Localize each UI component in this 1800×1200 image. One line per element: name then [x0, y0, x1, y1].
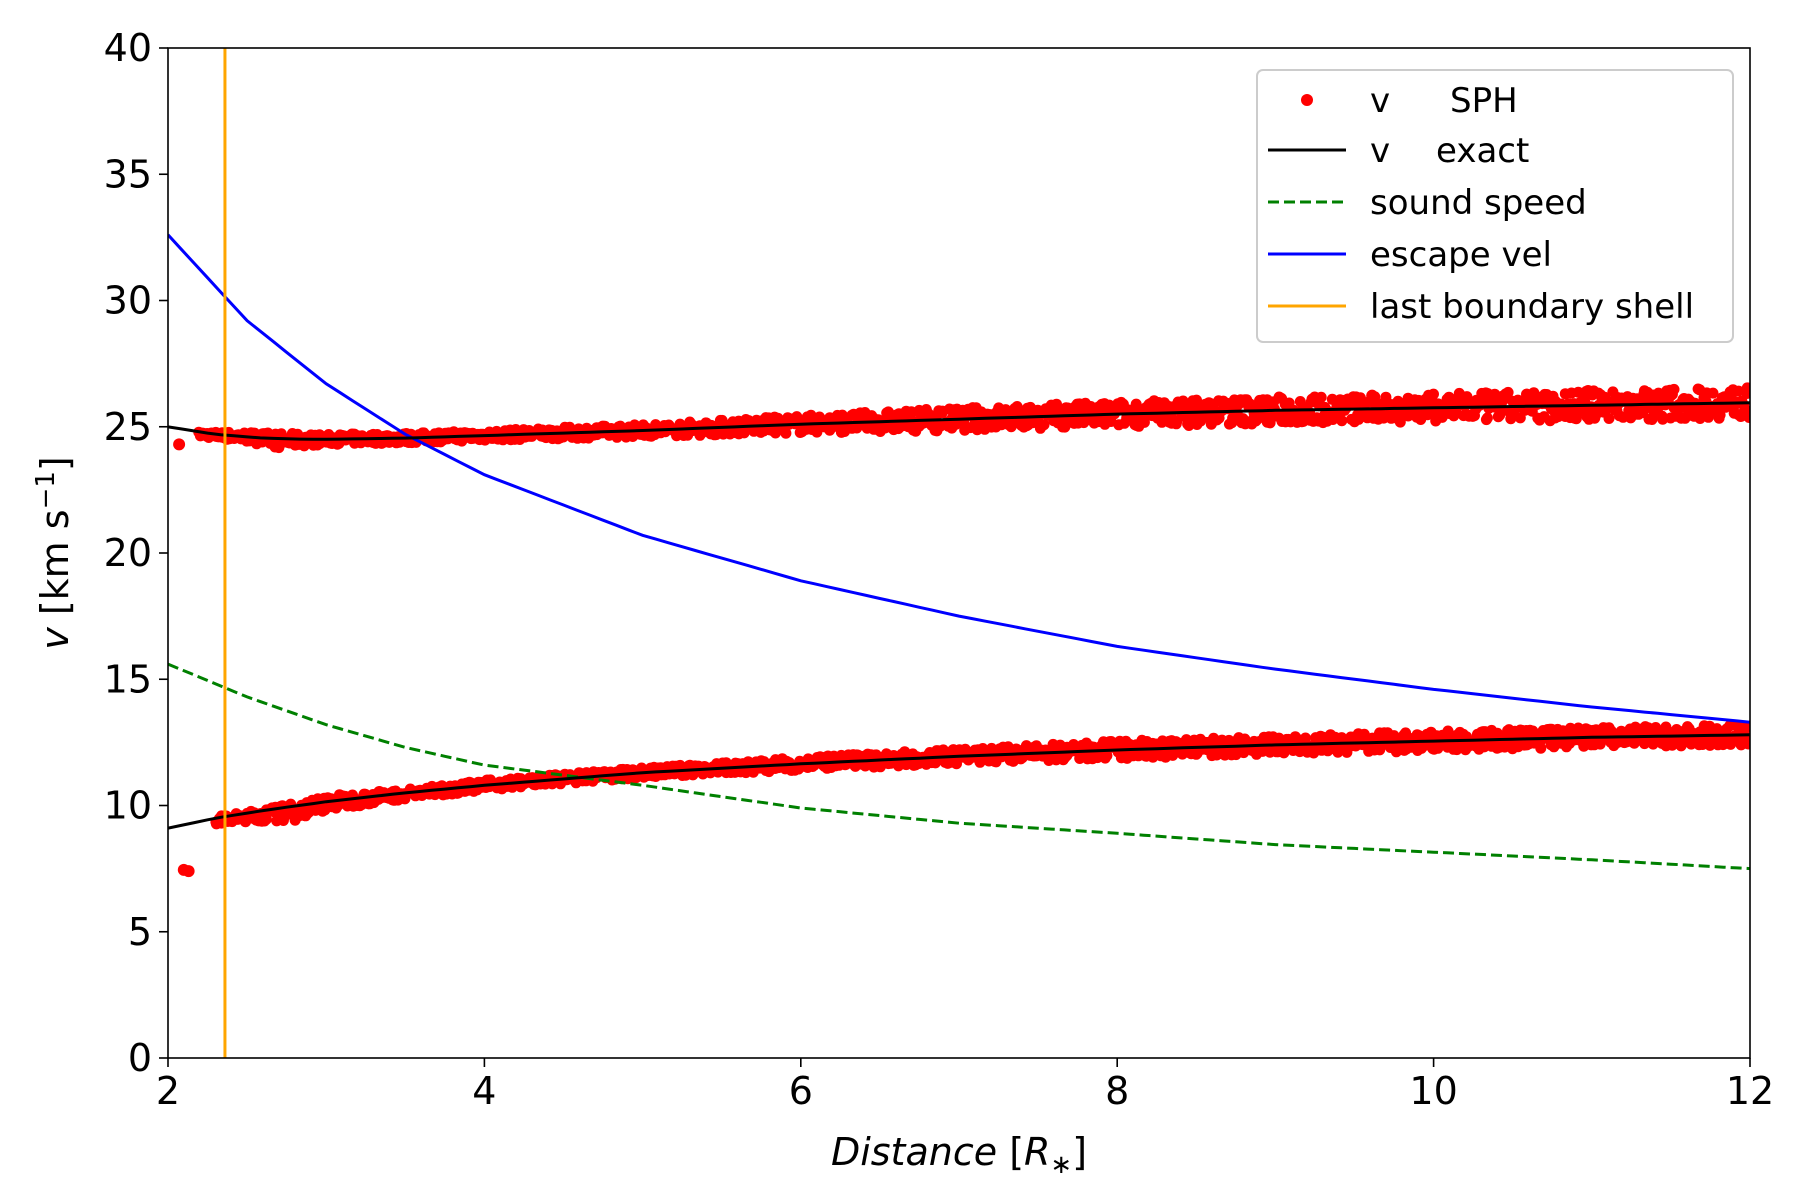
- y-tick-label: 5: [128, 910, 152, 954]
- sph-point: [1481, 412, 1493, 424]
- sph-point: [1570, 413, 1582, 425]
- legend-marker-sph: [1301, 94, 1313, 106]
- x-tick-label: 8: [1105, 1069, 1129, 1113]
- escape-vel-line: [168, 233, 1750, 724]
- y-tick-label: 40: [104, 26, 152, 70]
- axis-ticks: 2 4 6 8 10 12 0 5 10 15 20 25 30 35 40: [104, 26, 1775, 1113]
- v-exact-lower-line: [168, 733, 1750, 830]
- x-tick-label: 10: [1409, 1069, 1457, 1113]
- sph-point: [1742, 738, 1750, 750]
- x-axis-label-sub: ∗: [1050, 1150, 1072, 1180]
- legend-label-sph: SPH: [1450, 81, 1518, 121]
- sph-point: [260, 813, 272, 825]
- sph-point: [1502, 386, 1514, 398]
- sph-point: [1101, 750, 1113, 762]
- sph-point: [1138, 416, 1150, 428]
- y-tick-label: 20: [104, 531, 152, 575]
- y-tick-label: 15: [104, 657, 152, 701]
- sph-point: [1744, 721, 1750, 733]
- y-axis-label-close: ]: [33, 456, 77, 471]
- y-axis-label-main: v: [33, 627, 77, 650]
- y-axis-label-exp: −1: [31, 471, 61, 509]
- x-tick-label: 2: [156, 1069, 180, 1113]
- x-axis-label-open: [: [997, 1130, 1024, 1174]
- sph-point: [1300, 732, 1311, 744]
- sph-point: [1535, 742, 1547, 754]
- x-axis-label-close: ]: [1072, 1130, 1087, 1174]
- sph-point: [1745, 405, 1750, 417]
- plot-area: [168, 48, 1750, 1058]
- sph-point: [1733, 385, 1745, 397]
- y-tick-label: 35: [104, 152, 152, 196]
- legend-label-boundary: last boundary shell: [1370, 287, 1694, 327]
- x-tick-label: 4: [472, 1069, 496, 1113]
- x-axis-label-main: Distance: [831, 1130, 997, 1174]
- legend-label-sound: sound speed: [1370, 183, 1587, 223]
- sph-point: [177, 863, 190, 876]
- x-tick-label: 6: [789, 1069, 813, 1113]
- sph-point: [173, 438, 186, 451]
- legend-label-exact-v: v: [1370, 131, 1390, 171]
- sph-point: [780, 427, 792, 439]
- sph-point: [1007, 418, 1018, 430]
- sph-point: [1668, 383, 1680, 395]
- sph-point: [1741, 388, 1750, 399]
- legend-label-escape: escape vel: [1370, 235, 1552, 275]
- v-exact-upper-line: [168, 401, 1750, 441]
- x-axis-label: Distance [R∗]: [831, 1130, 1087, 1180]
- sph-point: [1038, 419, 1050, 431]
- y-tick-label: 10: [104, 784, 152, 828]
- y-axis-label: v [km s−1]: [31, 456, 77, 649]
- sph-point: [1707, 387, 1719, 399]
- sph-point: [1603, 413, 1615, 424]
- y-tick-label: 0: [128, 1036, 152, 1080]
- sph-point: [1315, 391, 1327, 403]
- sph-point: [1428, 388, 1439, 400]
- sph-point: [805, 409, 817, 421]
- y-tick-label: 25: [104, 405, 152, 449]
- legend-label-sph-v: v: [1370, 81, 1390, 121]
- y-tick-label: 30: [104, 279, 152, 323]
- legend-box: [1256, 69, 1734, 343]
- sph-point: [1336, 415, 1348, 427]
- sound-speed-line: [168, 662, 1750, 871]
- sph-point: [1394, 416, 1406, 428]
- y-axis-label-unit: [km s: [33, 509, 77, 627]
- legend-label-exact: exact: [1436, 131, 1529, 171]
- x-axis-label-symbol: R: [1024, 1130, 1050, 1174]
- x-tick-label: 12: [1726, 1069, 1774, 1113]
- legend: v SPH v exact sound speed escape vel las…: [1256, 69, 1734, 343]
